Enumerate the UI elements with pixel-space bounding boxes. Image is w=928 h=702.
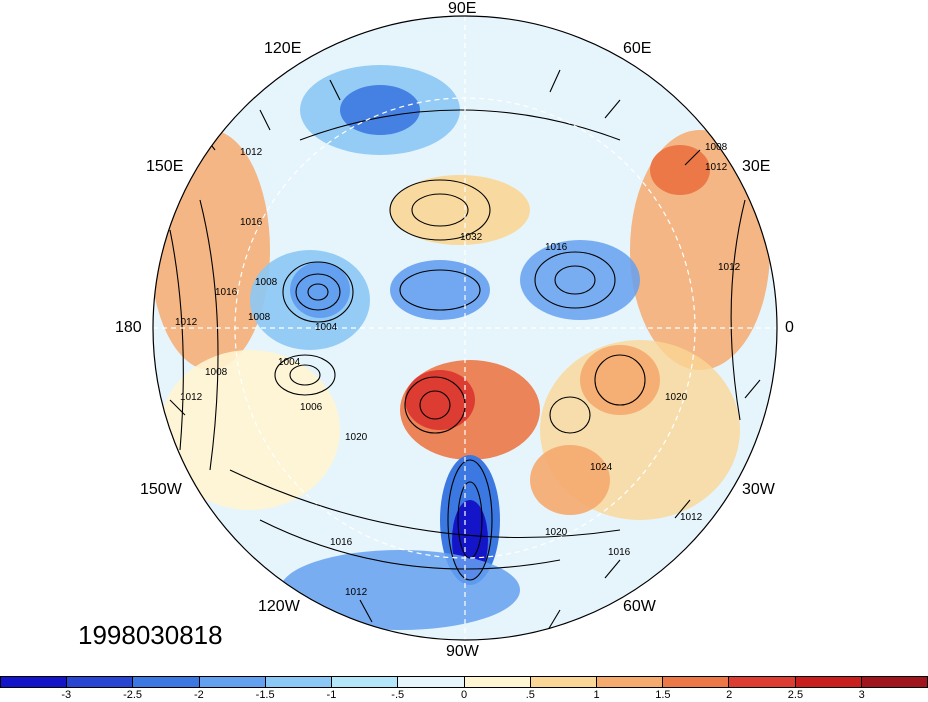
colorbar-cell bbox=[596, 677, 664, 687]
colorbar-cell bbox=[663, 677, 730, 687]
contour-label: 1024 bbox=[590, 462, 613, 473]
colorbar-tick-label: -1 bbox=[326, 689, 337, 701]
contour-label: 1008 bbox=[248, 312, 271, 323]
colorbar-cell bbox=[398, 677, 465, 687]
colorbar-tick-label: -2 bbox=[193, 689, 204, 701]
lon-label-90e: 90E bbox=[448, 0, 477, 17]
anomaly-field bbox=[153, 16, 777, 640]
contour-label: 1006 bbox=[300, 402, 323, 413]
colorbar-tick-label: -2.5 bbox=[123, 689, 143, 701]
colorbar-tick-label: 2 bbox=[726, 689, 733, 701]
lon-label-60e: 60E bbox=[623, 40, 652, 57]
contour-label: 1004 bbox=[278, 357, 301, 368]
contour-label: 1012 bbox=[345, 587, 368, 598]
colorbar-cell bbox=[1, 677, 68, 687]
contour-label: 1012 bbox=[240, 147, 263, 158]
graticule bbox=[153, 16, 777, 640]
colorbar-cell bbox=[861, 677, 928, 687]
lon-label-150e: 150E bbox=[146, 158, 184, 175]
colorbar-tick-label: -1.5 bbox=[255, 689, 275, 701]
timestamp-label: 1998030818 bbox=[78, 620, 223, 650]
colorbar-cell bbox=[530, 677, 597, 687]
contour-label: 1032 bbox=[460, 232, 483, 243]
colorbar-cell bbox=[729, 677, 796, 687]
lon-label-0: 0 bbox=[785, 319, 794, 336]
contour-label: 1016 bbox=[330, 537, 353, 548]
contour-label: 1020 bbox=[545, 527, 568, 538]
contour-label: 1016 bbox=[215, 287, 238, 298]
colorbar-tick-label: 3 bbox=[858, 689, 865, 701]
contour-label: 1012 bbox=[175, 317, 198, 328]
contour-label: 1008 bbox=[705, 142, 728, 153]
contour-label: 1016 bbox=[240, 217, 263, 228]
colorbar-tick-label: 1.5 bbox=[655, 689, 671, 701]
contour-label: 1020 bbox=[345, 432, 368, 443]
colorbar-cell bbox=[795, 677, 862, 687]
contour-label: 1016 bbox=[608, 547, 631, 558]
lon-label-30w: 30W bbox=[742, 481, 775, 498]
contour-label: 1008 bbox=[205, 367, 228, 378]
contour-label: 1012 bbox=[180, 392, 203, 403]
colorbar-tick-label: 2.5 bbox=[787, 689, 804, 701]
contour-label: 1012 bbox=[705, 162, 728, 173]
lon-label-180: 180 bbox=[115, 319, 142, 336]
lon-label-120w: 120W bbox=[258, 598, 300, 615]
colorbar-tick-label: .5 bbox=[525, 689, 535, 701]
map-border bbox=[152, 15, 778, 641]
colorbar-cell bbox=[332, 677, 399, 687]
contour-label: 1020 bbox=[665, 392, 688, 403]
colorbar-tick-label: -.5 bbox=[391, 689, 405, 701]
colorbar-cell bbox=[464, 677, 531, 687]
colorbar-tick-label: 1 bbox=[593, 689, 600, 701]
contour-label: 1008 bbox=[255, 277, 278, 288]
contour-label: 1012 bbox=[680, 512, 703, 523]
colorbar-cell bbox=[265, 677, 333, 687]
lon-label-30e: 30E bbox=[742, 158, 771, 175]
contour-label: 1004 bbox=[315, 322, 338, 333]
lon-label-90w: 90W bbox=[446, 643, 479, 660]
lon-label-60w: 60W bbox=[623, 598, 656, 615]
colorbar-cell bbox=[67, 677, 134, 687]
colorbar-cell bbox=[133, 677, 200, 687]
contour-label: 1012 bbox=[718, 262, 741, 273]
lon-label-120e: 120E bbox=[264, 40, 302, 57]
colorbar bbox=[0, 676, 928, 688]
lon-label-150w: 150W bbox=[140, 481, 182, 498]
colorbar-tick-label: 0 bbox=[460, 689, 468, 701]
colorbar-tick-label: -3 bbox=[61, 689, 72, 701]
colorbar-cell bbox=[199, 677, 266, 687]
contour-label: 1016 bbox=[545, 242, 568, 253]
